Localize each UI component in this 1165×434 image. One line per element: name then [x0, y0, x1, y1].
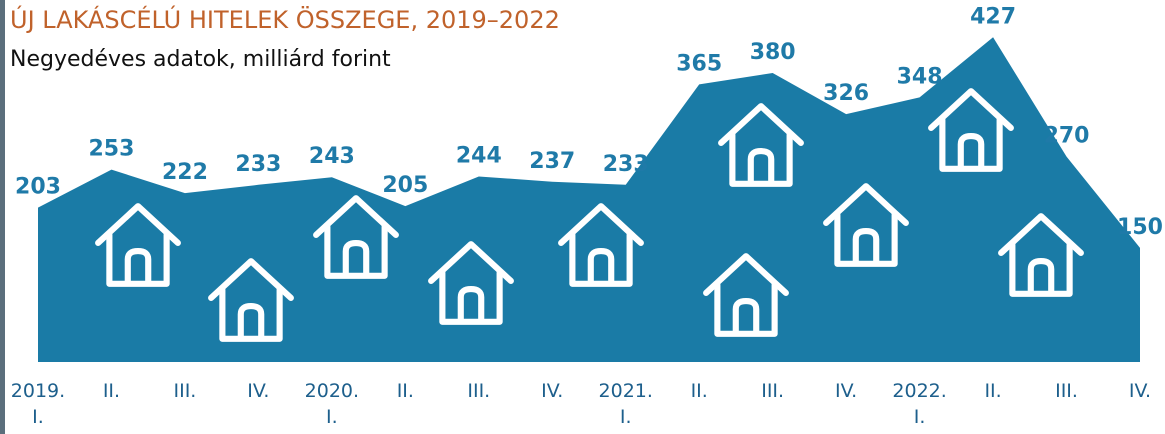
x-tick-label: 2022. I.	[892, 380, 947, 428]
chart-subtitle: Negyedéves adatok, milliárd forint	[10, 47, 391, 72]
x-tick-label: IV.	[247, 380, 270, 402]
value-label: 237	[529, 149, 575, 174]
x-tick-label: III.	[761, 380, 785, 402]
value-label: 150	[1117, 215, 1163, 240]
side-strip	[0, 0, 5, 434]
value-label: 427	[970, 4, 1016, 29]
x-tick-label: III.	[173, 380, 197, 402]
x-tick-label: IV.	[1128, 380, 1152, 402]
x-tick-label: II.	[102, 380, 121, 402]
chart-title: ÚJ LAKÁSCÉLÚ HITELEK ÖSSZEGE, 2019–2022	[10, 4, 560, 34]
value-label: 380	[750, 40, 796, 65]
value-label: 348	[897, 64, 943, 89]
value-label: 326	[823, 81, 869, 106]
value-label: 253	[88, 137, 134, 162]
x-tick-label: II.	[984, 380, 1002, 402]
value-label: 233	[603, 152, 649, 177]
x-tick-label: II.	[396, 380, 414, 402]
x-tick-label: III.	[1055, 380, 1078, 402]
x-tick-label: 2020. I.	[304, 380, 360, 428]
x-tick-label: 2019. I.	[10, 380, 66, 428]
value-label: 243	[309, 144, 355, 169]
value-label: 205	[382, 173, 428, 198]
value-label: 233	[235, 152, 281, 177]
value-label: 365	[676, 51, 722, 76]
area	[38, 37, 1140, 362]
x-tick-label: IV.	[541, 380, 564, 402]
x-tick-label: III.	[467, 380, 491, 402]
x-tick-label: IV.	[835, 380, 858, 402]
value-label: 270	[1044, 124, 1090, 149]
value-label: 244	[456, 143, 502, 168]
x-tick-label: 2021. I.	[598, 380, 653, 428]
x-tick-label: II.	[690, 380, 708, 402]
value-label: 203	[15, 175, 61, 200]
value-label: 222	[162, 160, 208, 185]
